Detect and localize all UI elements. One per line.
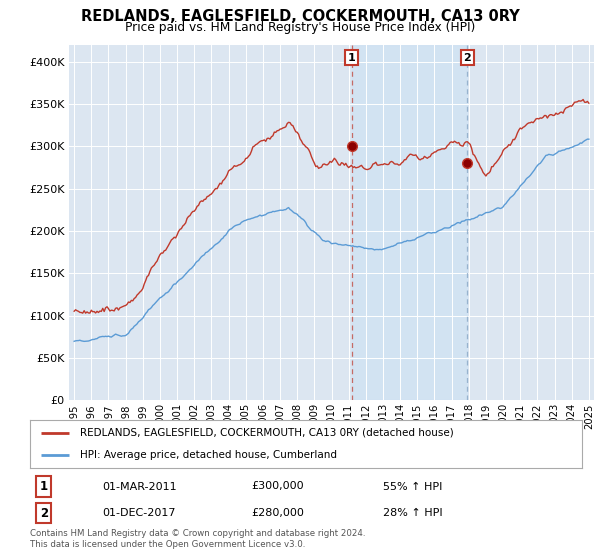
Text: Price paid vs. HM Land Registry's House Price Index (HPI): Price paid vs. HM Land Registry's House …: [125, 21, 475, 34]
Text: 28% ↑ HPI: 28% ↑ HPI: [383, 508, 443, 518]
Bar: [352, 45, 467, 400]
Text: £280,000: £280,000: [251, 508, 304, 518]
Text: 2: 2: [464, 53, 471, 63]
Text: 01-MAR-2011: 01-MAR-2011: [102, 482, 176, 492]
Text: 1: 1: [347, 53, 355, 63]
Text: REDLANDS, EAGLESFIELD, COCKERMOUTH, CA13 0RY (detached house): REDLANDS, EAGLESFIELD, COCKERMOUTH, CA13…: [80, 428, 454, 438]
Text: 2: 2: [40, 507, 48, 520]
Text: 55% ↑ HPI: 55% ↑ HPI: [383, 482, 443, 492]
Text: REDLANDS, EAGLESFIELD, COCKERMOUTH, CA13 0RY: REDLANDS, EAGLESFIELD, COCKERMOUTH, CA13…: [80, 9, 520, 24]
Text: 01-DEC-2017: 01-DEC-2017: [102, 508, 175, 518]
Text: 1: 1: [40, 480, 48, 493]
Text: £300,000: £300,000: [251, 482, 304, 492]
Text: Contains HM Land Registry data © Crown copyright and database right 2024.
This d: Contains HM Land Registry data © Crown c…: [30, 529, 365, 549]
Text: HPI: Average price, detached house, Cumberland: HPI: Average price, detached house, Cumb…: [80, 450, 337, 460]
